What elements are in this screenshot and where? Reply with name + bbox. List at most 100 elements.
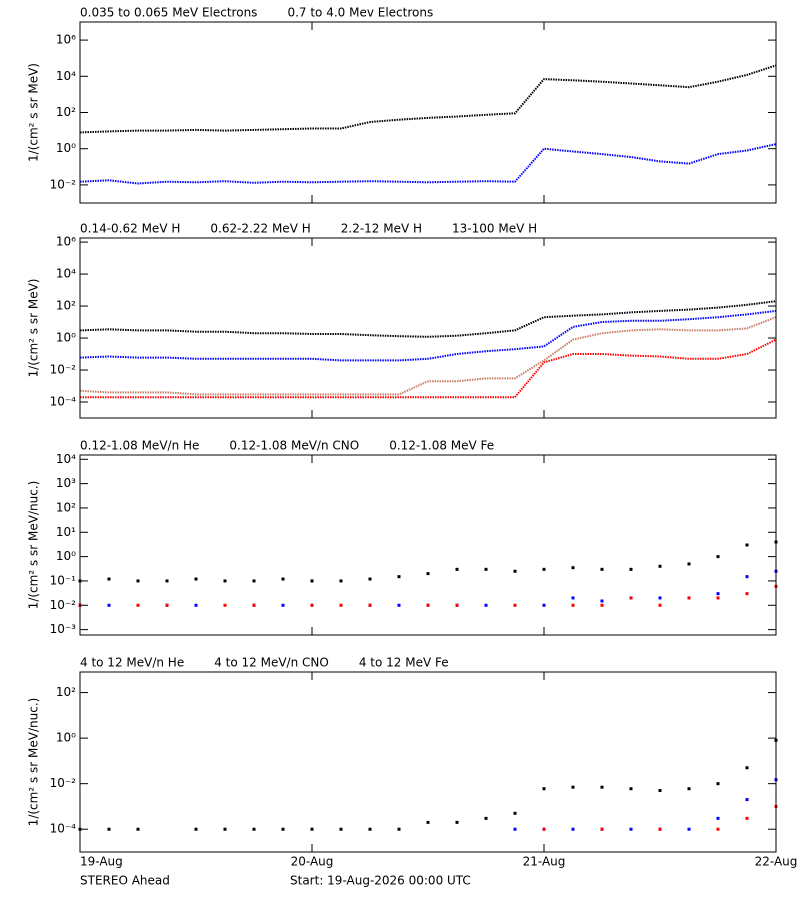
data-point — [397, 603, 401, 607]
data-point — [339, 579, 343, 583]
x-tick-label: 19-Aug — [80, 855, 123, 869]
y-tick-label: 10⁻¹ — [50, 573, 77, 587]
data-point — [223, 827, 227, 831]
data-point — [716, 596, 720, 600]
data-point — [658, 564, 662, 568]
data-point — [281, 577, 285, 581]
legend-label: 0.12-1.08 MeV/n CNO — [229, 439, 359, 453]
data-point — [426, 603, 430, 607]
data-point — [455, 567, 459, 571]
legend-label: 0.12-1.08 MeV/n He — [80, 439, 199, 453]
data-point — [281, 827, 285, 831]
data-point — [745, 816, 749, 820]
data-point — [107, 827, 111, 831]
legend-label: 2.2-12 MeV H — [341, 222, 422, 236]
data-point — [426, 572, 430, 576]
legend-label: 4 to 12 MeV Fe — [359, 656, 449, 670]
data-point — [310, 579, 314, 583]
y-tick-label: 10⁻⁴ — [50, 395, 77, 409]
data-point — [542, 827, 546, 831]
data-point — [194, 577, 198, 581]
data-point — [339, 603, 343, 607]
data-point — [136, 827, 140, 831]
data-point — [571, 785, 575, 789]
data-line — [80, 338, 777, 399]
legend-label: 0.7 to 4.0 Mev Electrons — [287, 6, 433, 20]
legend-label: 4 to 12 MeV/n CNO — [214, 656, 329, 670]
y-tick-label: 10⁴ — [56, 452, 76, 466]
data-point — [136, 603, 140, 607]
data-point — [571, 566, 575, 570]
data-point — [600, 827, 604, 831]
data-line — [79, 143, 777, 185]
data-point — [542, 567, 546, 571]
data-point — [426, 820, 430, 824]
data-point — [687, 562, 691, 566]
data-point — [513, 811, 517, 815]
data-point — [600, 599, 604, 603]
y-tick-label: 10⁰ — [56, 731, 76, 745]
y-tick-label: 10² — [56, 500, 76, 514]
data-point — [107, 603, 111, 607]
legend-label: 0.14-0.62 MeV H — [80, 222, 180, 236]
legend-label: 0.62-2.22 MeV H — [210, 222, 310, 236]
panel: 10⁻⁴ 10⁻² 10⁰ 10² 10⁴ 10⁶ 1/(cm² s sr MeV) 0.14… — [27, 222, 777, 419]
data-line — [79, 64, 777, 134]
data-point — [542, 787, 546, 791]
data-point — [658, 827, 662, 831]
y-tick-label: 10⁻² — [50, 776, 77, 790]
data-point — [571, 596, 575, 600]
plot-frame — [79, 454, 777, 636]
data-point — [716, 592, 720, 596]
data-point — [629, 787, 633, 791]
data-point — [223, 603, 227, 607]
data-point — [368, 577, 372, 581]
data-point — [484, 603, 488, 607]
footer-start: Start: 19-Aug-2026 00:00 UTC — [290, 874, 471, 888]
legend-label: 13-100 MeV H — [452, 222, 537, 236]
x-tick-label: 22-Aug — [755, 855, 798, 869]
x-tick-label: 21-Aug — [523, 855, 566, 869]
data-point — [629, 567, 633, 571]
y-tick-label: 10⁻² — [50, 363, 77, 377]
data-line — [79, 316, 777, 396]
data-point — [716, 827, 720, 831]
y-tick-label: 10⁴ — [56, 267, 76, 281]
data-point — [716, 555, 720, 559]
data-point — [513, 827, 517, 831]
y-tick-label: 10² — [56, 685, 76, 699]
data-point — [658, 596, 662, 600]
y-tick-label: 10⁶ — [56, 235, 76, 249]
data-point — [107, 577, 111, 581]
data-point — [194, 603, 198, 607]
data-point — [745, 543, 749, 547]
data-point — [629, 827, 633, 831]
data-point — [745, 766, 749, 770]
data-point — [658, 789, 662, 793]
y-axis-label: 1/(cm² s sr MeV) — [27, 279, 41, 378]
data-point — [252, 579, 256, 583]
y-axis-label: 1/(cm² s sr MeV/nuc.) — [27, 481, 41, 610]
footer-source: STEREO Ahead — [80, 874, 170, 888]
data-line — [79, 300, 777, 338]
y-tick-label: 10⁰ — [56, 141, 76, 155]
data-point — [687, 596, 691, 600]
data-point — [716, 782, 720, 786]
data-point — [455, 603, 459, 607]
data-point — [600, 603, 604, 607]
y-tick-label: 10⁶ — [56, 33, 76, 47]
data-line — [79, 309, 777, 362]
legend-label: 0.12-1.08 MeV Fe — [389, 439, 494, 453]
data-point — [455, 820, 459, 824]
y-tick-label: 10¹ — [56, 525, 76, 539]
plot-frame — [79, 237, 777, 419]
data-point — [513, 569, 517, 573]
y-tick-label: 10⁰ — [56, 549, 76, 563]
data-point — [571, 827, 575, 831]
x-tick-label: 20-Aug — [291, 855, 334, 869]
y-tick-label: 10⁴ — [56, 69, 76, 83]
legend-label: 0.035 to 0.065 MeV Electrons — [80, 6, 257, 20]
y-axis-label: 1/(cm² s sr MeV/nuc.) — [27, 698, 41, 827]
data-point — [629, 596, 633, 600]
data-point — [513, 603, 517, 607]
